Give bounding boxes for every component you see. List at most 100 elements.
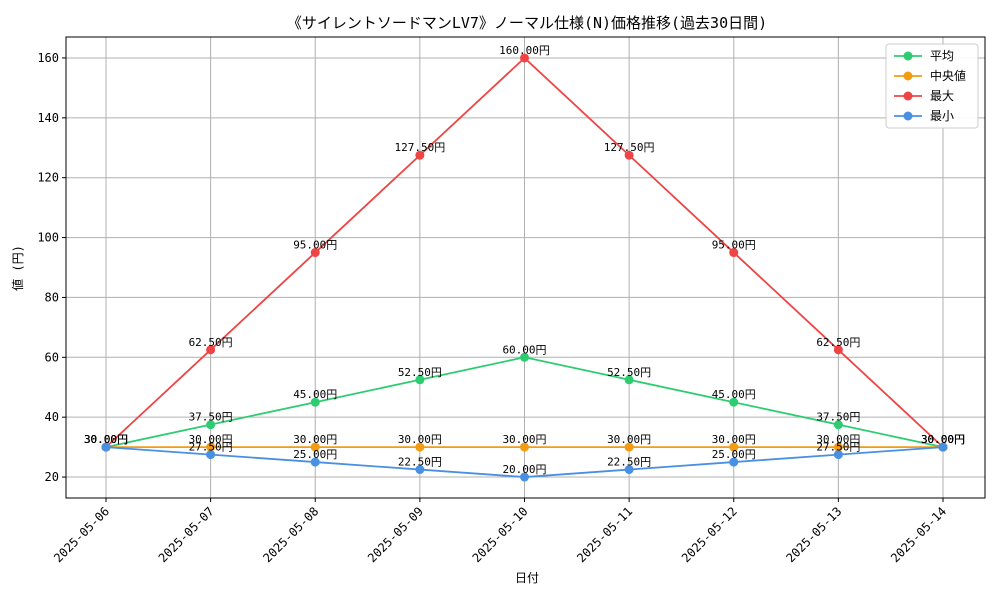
data-label: 30.00円 — [398, 433, 442, 446]
data-label: 30.00円 — [921, 433, 965, 446]
legend-entry: 中央値 — [930, 68, 966, 83]
data-label: 27.50円 — [189, 441, 233, 454]
legend-swatch-marker — [903, 91, 913, 101]
data-label: 22.50円 — [398, 456, 442, 469]
data-point — [729, 457, 739, 467]
y-tick-label: 80 — [45, 290, 59, 304]
data-label: 52.50円 — [398, 366, 442, 379]
data-point — [206, 345, 216, 355]
data-label: 25.00円 — [712, 448, 756, 461]
data-label: 27.50円 — [816, 441, 860, 454]
data-label: 45.00円 — [712, 388, 756, 401]
data-labels: 30.00円 37.50円 45.00円 52.50円 60.00円 52.50円 45.0… — [84, 44, 965, 476]
data-point — [624, 375, 634, 385]
x-tick-label: 2025-05-06 — [51, 504, 112, 565]
data-label: 95.00円 — [712, 239, 756, 252]
data-label: 30.00円 — [84, 433, 128, 446]
data-label: 60.00円 — [502, 343, 546, 356]
data-label: 127.50円 — [395, 141, 446, 154]
data-point — [310, 397, 320, 407]
data-label: 30.00円 — [293, 433, 337, 446]
legend-swatch-marker — [903, 111, 913, 121]
data-label: 30.00円 — [921, 433, 965, 446]
data-point — [729, 397, 739, 407]
y-tick-label: 60 — [45, 350, 59, 364]
series-lines — [101, 53, 948, 482]
y-axis-label: 値 (円) — [10, 245, 25, 291]
grid — [66, 37, 985, 498]
data-label: 45.00円 — [293, 388, 337, 401]
data-label: 20.00円 — [502, 463, 546, 476]
data-point — [520, 472, 529, 482]
data-label: 30.00円 — [921, 433, 965, 446]
data-label: 30.00円 — [189, 433, 233, 446]
data-label: 22.50円 — [607, 456, 651, 469]
data-label: 52.50円 — [607, 366, 651, 379]
data-label: 30.00円 — [921, 433, 965, 446]
data-point — [938, 442, 948, 452]
y-tick-label: 20 — [45, 470, 59, 484]
data-point — [206, 442, 216, 452]
data-label: 95.00円 — [293, 239, 337, 252]
data-point — [520, 442, 529, 452]
data-point — [415, 375, 425, 385]
data-point — [833, 450, 843, 460]
x-tick-label: 2025-05-09 — [365, 504, 426, 565]
data-point — [833, 420, 843, 430]
data-point — [520, 352, 529, 362]
x-tick-label: 2025-05-10 — [470, 504, 531, 565]
x-tick-label: 2025-05-11 — [574, 504, 635, 565]
data-point — [310, 248, 320, 258]
data-label: 30.00円 — [84, 433, 128, 446]
data-point — [729, 442, 739, 452]
data-label: 62.50円 — [816, 336, 860, 349]
data-point — [101, 442, 111, 452]
data-point — [624, 150, 634, 160]
y-tick-label: 140 — [37, 111, 59, 125]
data-point — [833, 442, 843, 452]
data-label: 30.00円 — [502, 433, 546, 446]
data-point — [310, 442, 320, 452]
legend-entry: 平均 — [930, 49, 954, 63]
data-label: 30.00円 — [607, 433, 651, 446]
data-point — [833, 345, 843, 355]
data-point — [310, 457, 320, 467]
data-label: 30.00円 — [84, 433, 128, 446]
x-tick-label: 2025-05-13 — [784, 504, 845, 565]
data-label: 37.50円 — [816, 411, 860, 424]
y-tick-label: 100 — [37, 231, 59, 245]
x-tick-label: 2025-05-08 — [260, 504, 321, 565]
data-label: 127.50円 — [604, 141, 655, 154]
x-tick-label: 2025-05-14 — [888, 504, 949, 565]
legend-swatch-marker — [903, 51, 913, 61]
data-label: 37.50円 — [189, 411, 233, 424]
y-tick-label: 120 — [37, 171, 59, 185]
x-tick-label: 2025-05-12 — [679, 504, 740, 565]
legend-entry: 最大 — [930, 89, 954, 103]
legend-box — [885, 43, 979, 129]
data-point — [415, 150, 425, 160]
legend-entry: 最小 — [930, 109, 954, 123]
plot-area — [65, 36, 986, 499]
data-label: 30.00円 — [84, 433, 128, 446]
data-point — [415, 442, 425, 452]
y-tick-label: 40 — [45, 410, 59, 424]
data-label: 30.00円 — [816, 433, 860, 446]
data-point — [206, 450, 216, 460]
data-label: 30.00円 — [712, 433, 756, 446]
data-point — [729, 248, 739, 258]
data-point — [520, 53, 529, 63]
data-point — [206, 420, 216, 430]
data-point — [624, 465, 634, 475]
data-point — [624, 442, 634, 452]
axis-ticks: 2025-05-06 2025-05-07 2025-05-08 2025-05-09… — [37, 51, 949, 565]
data-label: 62.50円 — [189, 336, 233, 349]
y-tick-label: 160 — [37, 51, 59, 65]
data-point — [415, 465, 425, 475]
data-label: 25.00円 — [293, 448, 337, 461]
legend-swatch-marker — [903, 71, 913, 81]
data-label: 160.00円 — [499, 44, 550, 57]
x-tick-label: 2025-05-07 — [156, 504, 217, 565]
